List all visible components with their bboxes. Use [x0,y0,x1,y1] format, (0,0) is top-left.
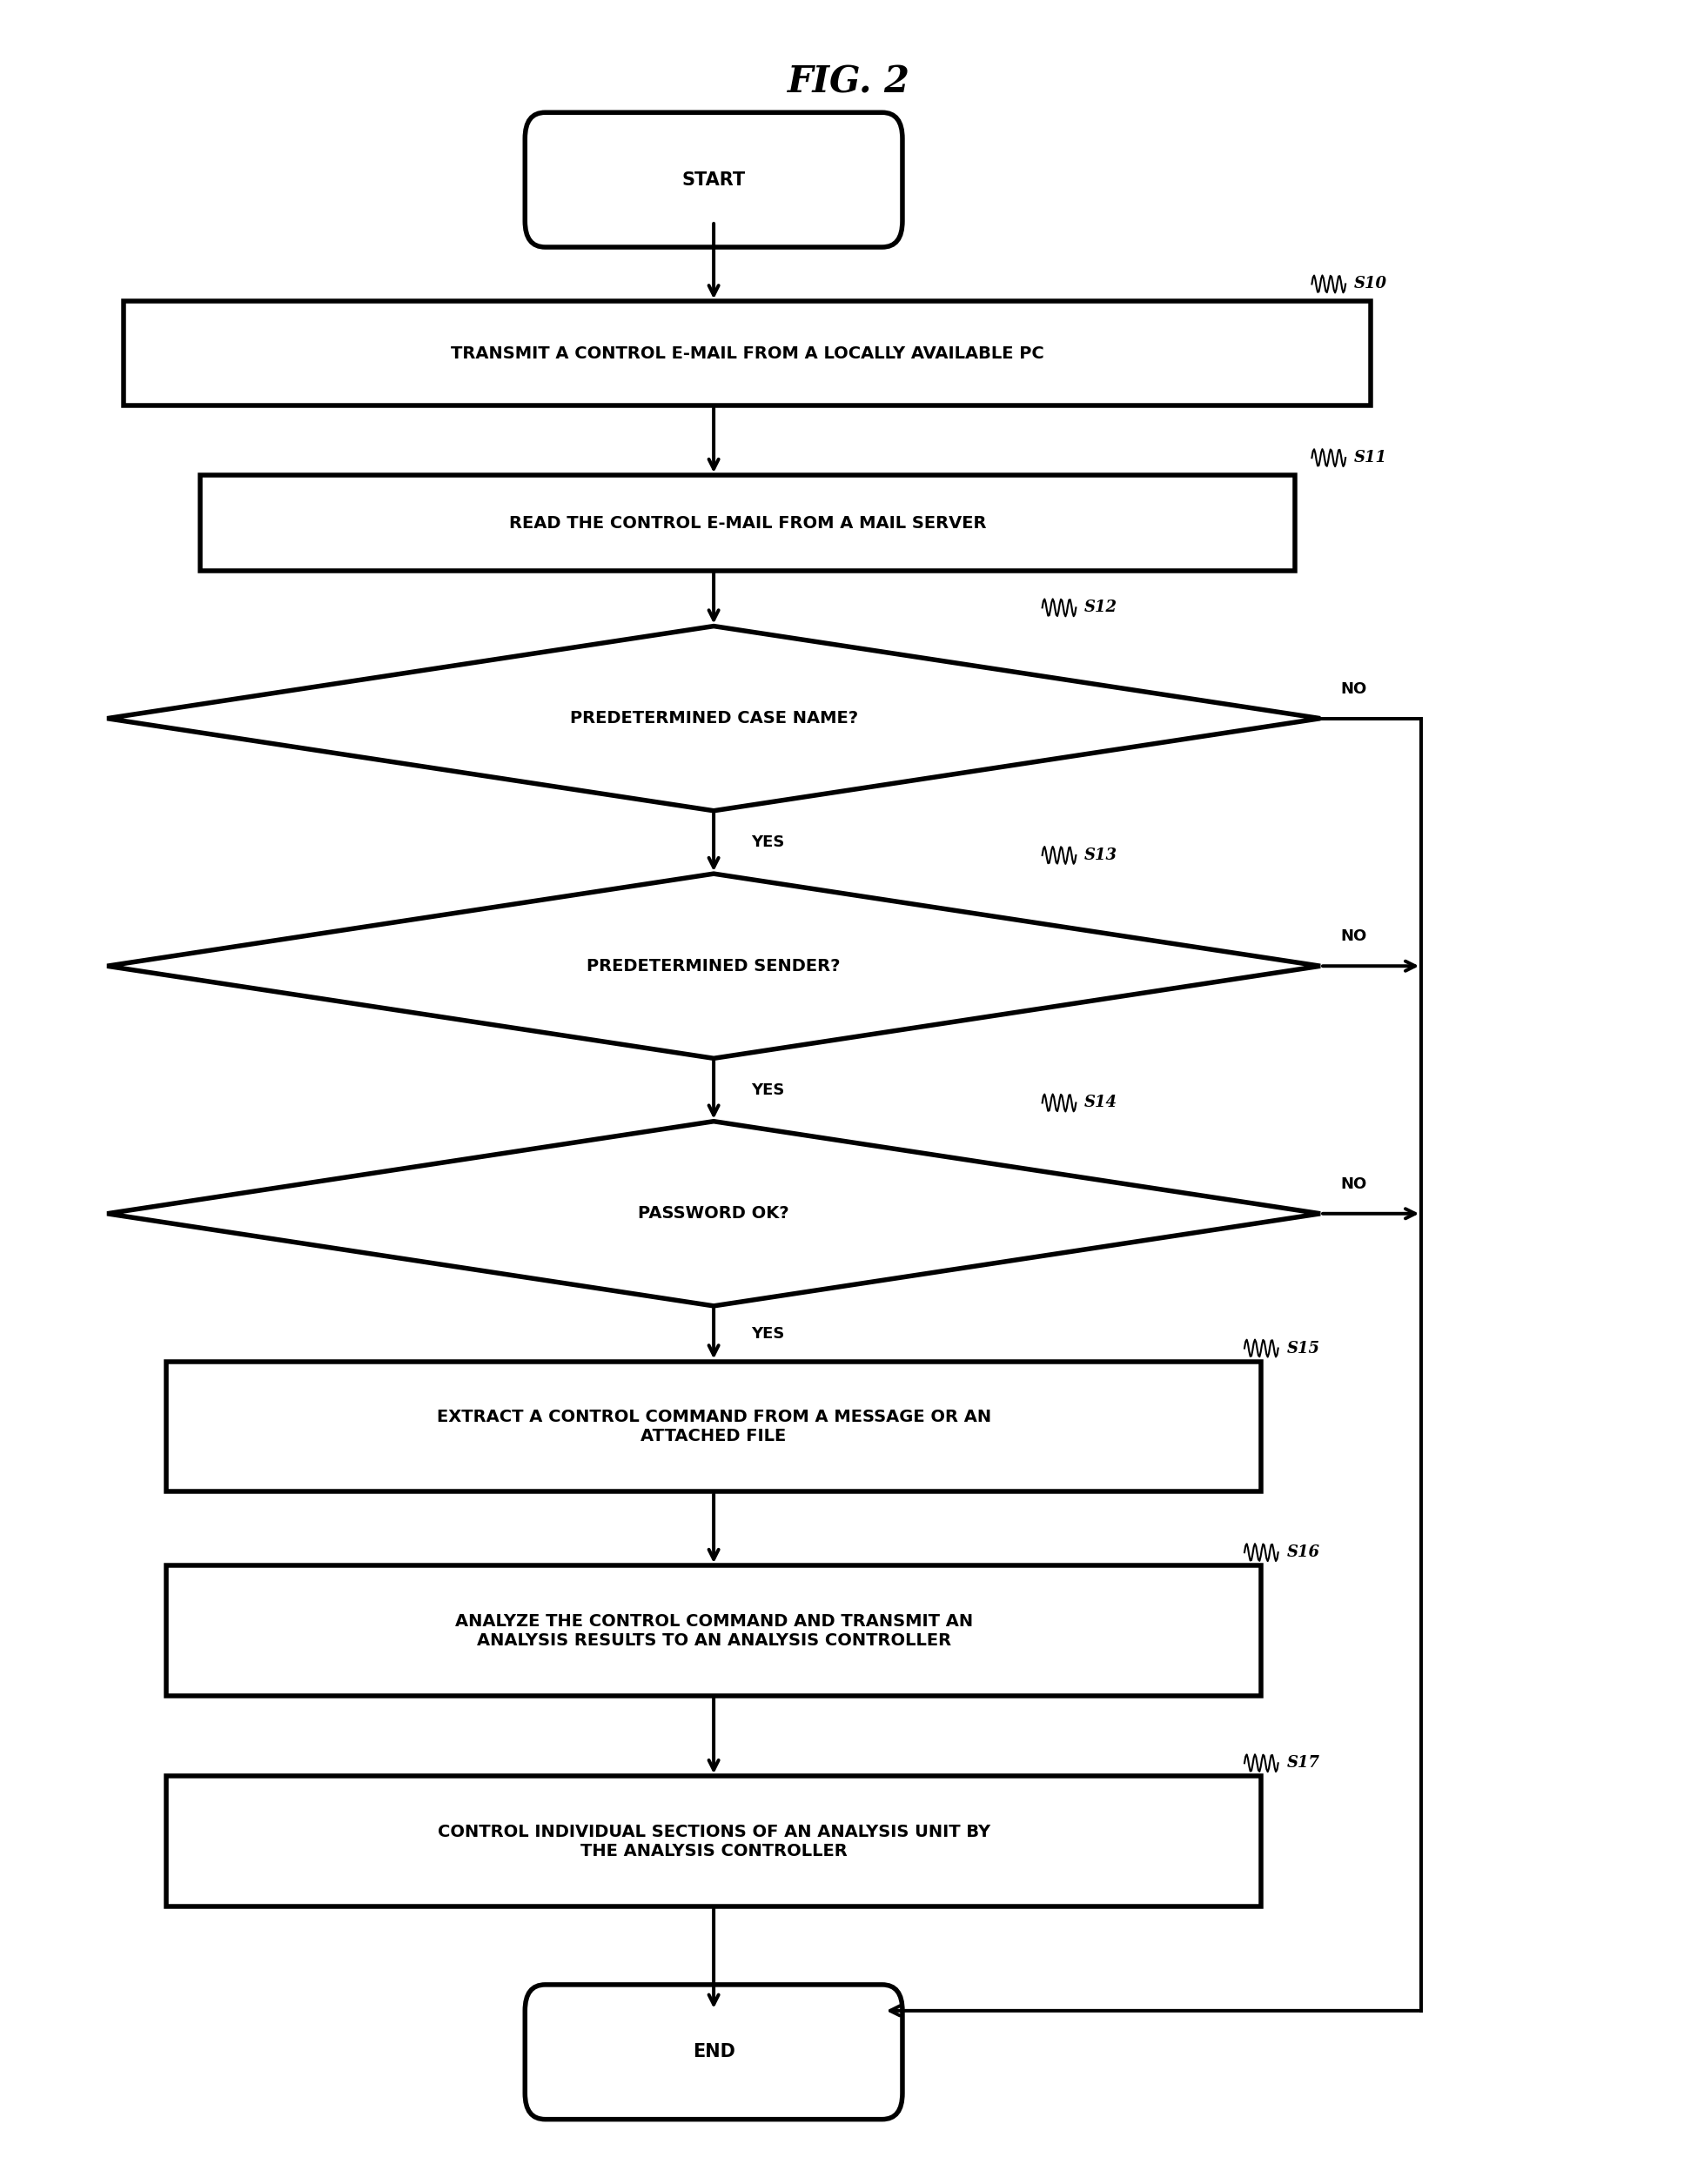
FancyBboxPatch shape [524,1985,903,2118]
Text: S10: S10 [1354,275,1386,293]
Text: NO: NO [1341,928,1366,943]
Text: FIG. 2: FIG. 2 [787,63,910,100]
Text: TRANSMIT A CONTROL E-MAIL FROM A LOCALLY AVAILABLE PC: TRANSMIT A CONTROL E-MAIL FROM A LOCALLY… [451,345,1044,363]
Bar [200,476,1295,570]
Text: S13: S13 [1084,847,1117,863]
Polygon shape [107,1120,1320,1306]
Bar [166,1776,1261,1907]
Text: PASSWORD OK?: PASSWORD OK? [638,1206,789,1221]
Text: ANALYZE THE CONTROL COMMAND AND TRANSMIT AN
ANALYSIS RESULTS TO AN ANALYSIS CONT: ANALYZE THE CONTROL COMMAND AND TRANSMIT… [455,1612,972,1649]
Bar [124,301,1371,406]
Text: S11: S11 [1354,450,1386,465]
Text: END: END [692,2044,735,2062]
Text: READ THE CONTROL E-MAIL FROM A MAIL SERVER: READ THE CONTROL E-MAIL FROM A MAIL SERV… [509,515,986,531]
Text: PREDETERMINED CASE NAME?: PREDETERMINED CASE NAME? [570,710,857,727]
Text: EXTRACT A CONTROL COMMAND FROM A MESSAGE OR AN
ATTACHED FILE: EXTRACT A CONTROL COMMAND FROM A MESSAGE… [436,1409,991,1444]
Bar [166,1566,1261,1695]
Text: NO: NO [1341,681,1366,697]
Polygon shape [107,627,1320,810]
Text: S15: S15 [1286,1341,1320,1356]
Text: START: START [682,170,745,188]
FancyBboxPatch shape [524,111,903,247]
Polygon shape [107,874,1320,1059]
Text: S12: S12 [1084,601,1117,616]
Text: S14: S14 [1084,1094,1117,1112]
Text: PREDETERMINED SENDER?: PREDETERMINED SENDER? [587,959,840,974]
Bar [166,1361,1261,1492]
Text: NO: NO [1341,1177,1366,1192]
Text: YES: YES [750,834,784,850]
Text: YES: YES [750,1326,784,1341]
Text: S17: S17 [1286,1756,1320,1771]
Text: CONTROL INDIVIDUAL SECTIONS OF AN ANALYSIS UNIT BY
THE ANALYSIS CONTROLLER: CONTROL INDIVIDUAL SECTIONS OF AN ANALYS… [438,1824,989,1859]
Text: YES: YES [750,1081,784,1099]
Text: S16: S16 [1286,1544,1320,1559]
